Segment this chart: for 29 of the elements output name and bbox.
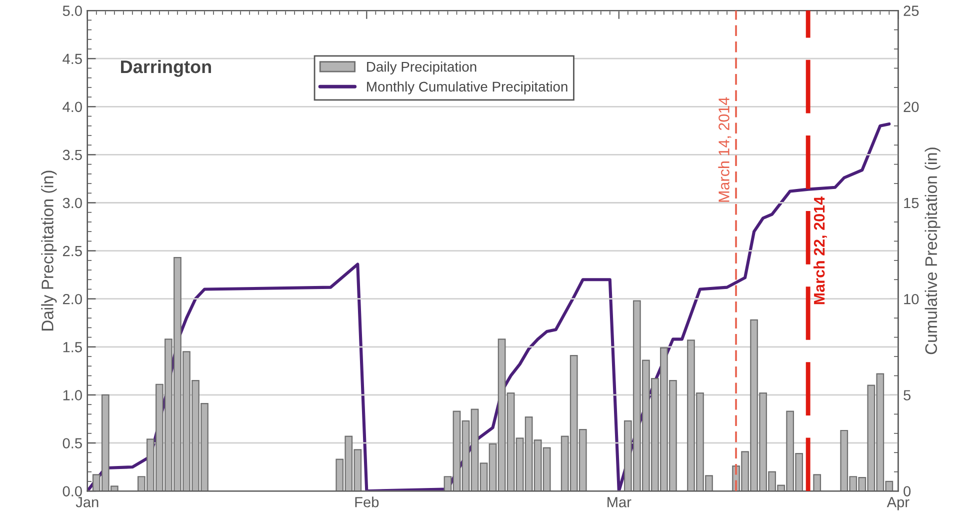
x-tick-label: Apr [886, 497, 910, 510]
y-tick-label: 2.5 [62, 246, 82, 256]
ref-line-label: March 22, 2014 [813, 196, 827, 304]
y2-tick-label: 15 [904, 198, 919, 208]
y2-tick-label: 25 [904, 6, 919, 16]
y-tick-label: 4.0 [62, 102, 82, 112]
legend-label: Daily Precipitation [367, 62, 476, 74]
y-tick-label: 5.0 [62, 6, 82, 16]
legend-label: Monthly Cumulative Precipitation [367, 81, 568, 94]
y-tick-label: 0.5 [62, 438, 82, 448]
y-tick-label: 2.0 [62, 294, 82, 304]
y-tick-label: 1.0 [63, 390, 82, 400]
y-axis-title: Daily Precipitation (in) [41, 170, 57, 330]
y-tick-label: 3.0 [62, 198, 82, 208]
ref-line-label: March 14, 2014 [718, 97, 732, 202]
y-tick-label: 4.5 [62, 54, 82, 64]
text: Darrington [121, 60, 211, 77]
bar [813, 474, 822, 492]
y2-tick-label: 5 [904, 390, 911, 400]
y2-tick-label: 10 [904, 294, 919, 304]
x-tick-label: Mar [608, 497, 632, 508]
y2-tick-label: 0 [904, 486, 911, 496]
x-tick-label: Jan [76, 497, 98, 508]
y-tick-label: 3.5 [62, 150, 82, 160]
y-tick-label: 0.0 [62, 486, 82, 496]
y2-axis-title: Cumulative Precipitation (in) [924, 148, 940, 354]
y2-tick-label: 20 [904, 102, 919, 112]
y-tick-label: 1.5 [63, 342, 82, 352]
x-tick-label: Feb [355, 496, 379, 508]
